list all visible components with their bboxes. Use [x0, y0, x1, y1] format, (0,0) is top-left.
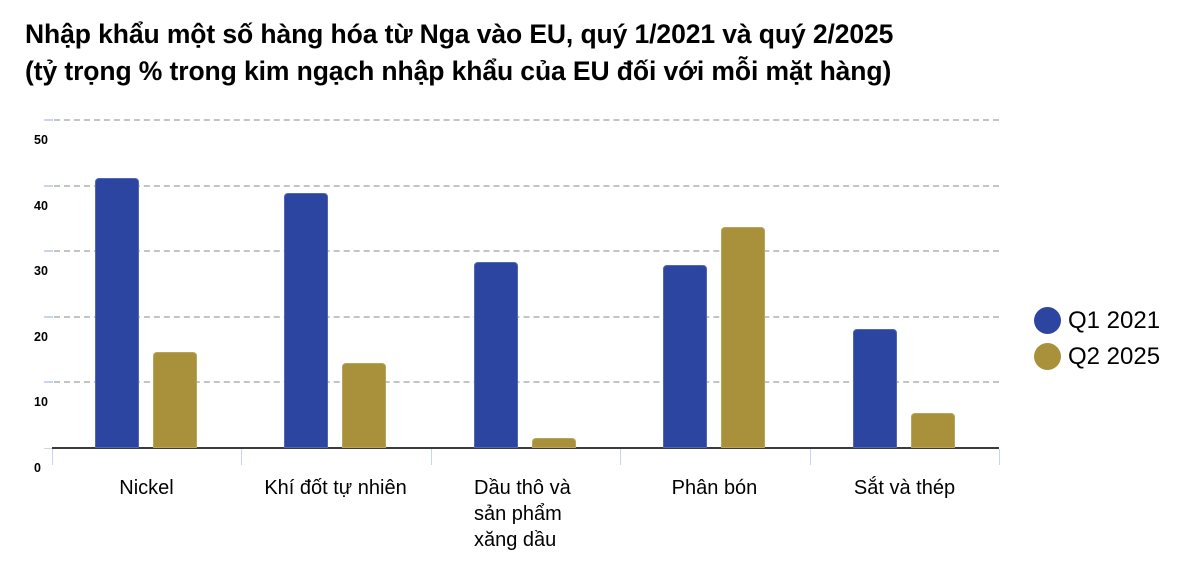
bar-q2-2025	[532, 438, 576, 448]
legend-item: Q2 2025	[1034, 338, 1160, 374]
x-axis-category-label: Sắt và thép	[853, 477, 956, 499]
y-axis-tick-label: 40	[34, 198, 48, 213]
legend-item: Q1 2021	[1034, 302, 1160, 338]
bar-q1-2021	[474, 262, 518, 448]
y-axis-tick-label: 30	[34, 264, 48, 279]
bar-q2-2025	[721, 227, 765, 448]
bar-q1-2021	[663, 265, 707, 448]
x-axis-category-label: Nickel	[119, 477, 174, 499]
gridline	[44, 381, 999, 384]
category-label-line: Dầu thô và	[474, 477, 571, 499]
legend-swatch-icon	[1034, 306, 1061, 334]
bar-q2-2025	[342, 363, 386, 448]
gridline	[44, 184, 999, 187]
y-axis-tick-label: 0	[34, 461, 41, 475]
y-axis-tick-label: 50	[34, 133, 48, 147]
x-axis-tick	[431, 449, 432, 465]
gridline	[44, 119, 999, 121]
chart-title: Nhập khẩu một số hàng hóa từ Nga vào EU,…	[25, 16, 893, 90]
x-axis-category-label: Khí đốt tự nhiên	[264, 477, 407, 499]
bar-q1-2021	[284, 193, 328, 448]
x-axis-category-label: Phân bón	[671, 477, 758, 499]
bar-q1-2021	[95, 178, 139, 448]
chart-subtitle: (tỷ trọng % trong kim ngạch nhập khẩu củ…	[25, 56, 892, 86]
gridline	[44, 315, 999, 318]
y-axis-tick-label: 20	[34, 329, 48, 344]
y-axis-tick-label: 10	[34, 395, 48, 410]
bar-q1-2021	[853, 329, 897, 448]
chart-title-line: Nhập khẩu một số hàng hóa từ Nga vào EU,…	[25, 19, 894, 49]
x-axis-tick	[999, 449, 1000, 465]
legend-label: Q2 2025	[1068, 342, 1161, 370]
category-label-line: xăng dầu	[474, 529, 557, 551]
legend-swatch-icon	[1034, 342, 1061, 370]
x-axis-tick	[52, 449, 53, 465]
x-axis-line	[52, 447, 999, 449]
x-axis-category-label: Dầu thô và sản phẩm xăng dầu	[474, 475, 624, 553]
axis-stub	[44, 448, 52, 449]
x-axis-tick	[810, 449, 811, 465]
x-axis-tick	[241, 449, 242, 465]
category-label-line: sản phẩm	[474, 503, 562, 525]
legend: Q1 2021 Q2 2025	[1034, 302, 1160, 374]
gridline	[44, 250, 999, 253]
bar-q2-2025	[153, 352, 197, 448]
legend-label: Q1 2021	[1068, 306, 1161, 334]
bar-q2-2025	[911, 413, 955, 448]
x-axis-tick	[620, 449, 621, 465]
